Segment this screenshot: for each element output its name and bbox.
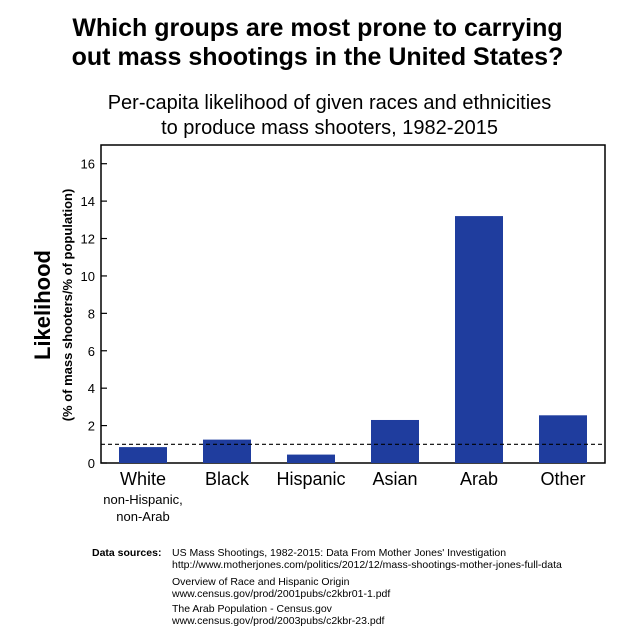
plot-frame — [100, 144, 606, 464]
x-tick-label: Asian — [372, 469, 417, 489]
y-tick-label: 6 — [88, 344, 95, 359]
chart-title-line1: Which groups are most prone to carrying — [72, 14, 563, 42]
chart-subtitle-line1: Per-capita likelihood of given races and… — [107, 92, 552, 114]
sources-label: Data sources: — [92, 547, 162, 559]
source-3: The Arab Population - Census.gov www.cen… — [172, 603, 384, 627]
bar-other — [539, 415, 587, 463]
y-tick-label: 12 — [81, 232, 95, 247]
bar-white — [119, 447, 167, 463]
x-tick-label: Black — [205, 469, 250, 489]
y-tick-label: 14 — [81, 194, 95, 209]
y-tick-label: 10 — [81, 269, 95, 284]
source-3-url[interactable]: www.census.gov/prod/2003pubs/c2kbr-23.pd… — [172, 615, 385, 627]
y-axis-subtitle: (% of mass shooters/% of population) — [60, 189, 75, 422]
source-2: Overview of Race and Hispanic Origin www… — [172, 576, 390, 600]
y-tick-label: 4 — [88, 381, 95, 396]
chart-subtitle-line2: to produce mass shooters, 1982-2015 — [161, 117, 498, 139]
source-1-url[interactable]: http://www.motherjones.com/politics/2012… — [172, 559, 562, 571]
x-tick-label: Arab — [460, 469, 498, 489]
bar-black — [203, 439, 251, 463]
source-1: US Mass Shootings, 1982-2015: Data From … — [172, 547, 562, 571]
x-tick-label: Other — [540, 469, 585, 489]
chart-title-line2: out mass shootings in the United States? — [71, 43, 564, 71]
bar-hispanic — [287, 454, 335, 463]
y-tick-label: 16 — [81, 157, 95, 172]
source-3-title: The Arab Population - Census.gov — [172, 603, 332, 615]
bar-asian — [371, 419, 419, 463]
x-tick-sublabel: non-Arab — [116, 509, 169, 524]
source-1-title: US Mass Shootings, 1982-2015: Data From … — [172, 547, 507, 559]
x-tick-sublabel: non-Hispanic, — [103, 492, 183, 507]
y-axis-title: Likelihood — [30, 250, 55, 360]
y-tick-label: 2 — [88, 419, 95, 434]
y-tick-label: 8 — [88, 306, 95, 321]
x-tick-label: White — [120, 469, 166, 489]
x-tick-label: Hispanic — [276, 469, 345, 489]
bar-arab — [455, 216, 503, 463]
bar-chart: Likelihood (% of mass shooters/% of popu… — [30, 144, 606, 524]
source-2-title: Overview of Race and Hispanic Origin — [172, 576, 350, 588]
y-tick-label: 0 — [88, 456, 95, 471]
source-2-url[interactable]: www.census.gov/prod/2001pubs/c2kbr01-1.p… — [172, 588, 391, 600]
